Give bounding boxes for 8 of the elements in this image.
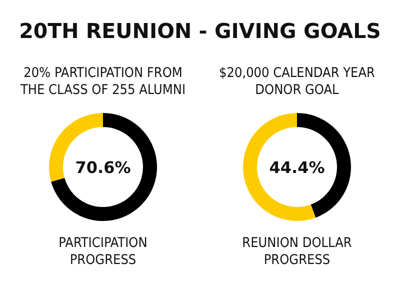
text: 70.6% <box>75 158 131 177</box>
chart-subtitle: $20,000 CALENDAR YEAR DONOR GOAL <box>219 65 376 98</box>
text: PARTICIPATION PROGRESS <box>58 235 148 268</box>
text: 44.4% <box>269 158 325 177</box>
text: 20TH REUNION - GIVING GOALS <box>19 19 381 43</box>
chart-subtitle: 20% PARTICIPATION FROM THE CLASS OF 255 ALUMNI <box>19 65 186 98</box>
text: REUNION DOLLAR PROGRESS <box>242 235 352 268</box>
donut-slice <box>51 113 157 221</box>
